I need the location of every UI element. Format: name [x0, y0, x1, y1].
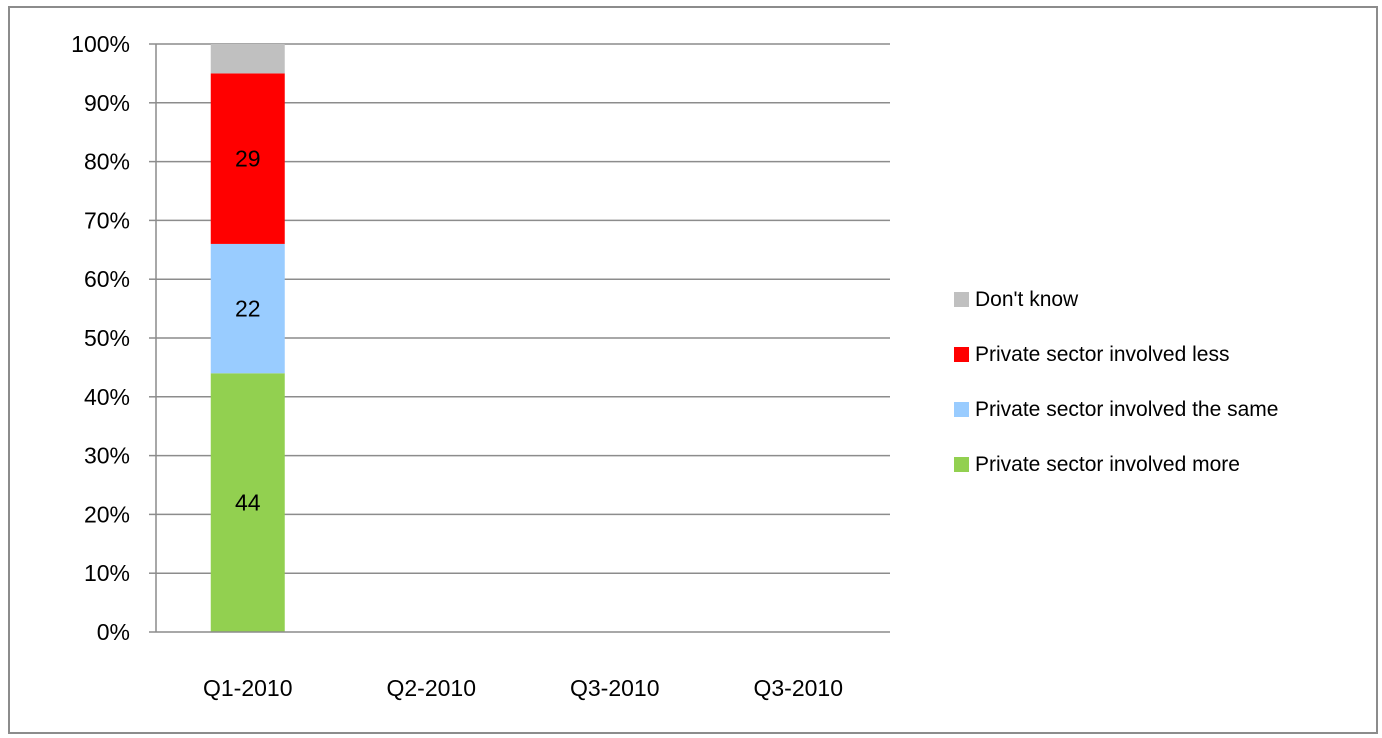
- bars: [210, 44, 285, 632]
- legend-item: Private sector involved the same: [954, 395, 1382, 424]
- x-tick-label: Q3-2010: [753, 675, 843, 701]
- data-label: 22: [235, 296, 261, 322]
- y-tick-label: 80%: [84, 149, 130, 175]
- legend-item: Don't know: [954, 285, 1382, 314]
- y-tick-label: 60%: [84, 266, 130, 292]
- x-tick-label: Q3-2010: [570, 675, 660, 701]
- bar-segment: [210, 73, 285, 244]
- legend-label: Private sector involved more: [975, 452, 1240, 476]
- bar-segment: [210, 373, 285, 632]
- legend-swatch: [954, 347, 969, 362]
- legend-item: Private sector involved less: [954, 340, 1382, 369]
- legend: Don't know Private sector involved less Pr…: [954, 285, 1382, 505]
- bar-segment: [210, 44, 285, 74]
- legend-label: Don't know: [975, 287, 1079, 311]
- chart-svg: 0% 10% 20% 30% 40% 50% 60% 70% 80% 90% 100% Q1-2010…: [71, 31, 890, 701]
- y-tick-label: 10%: [84, 560, 130, 586]
- labels: 0% 10% 20% 30% 40% 50% 60% 70% 80% 90% 100% Q1-2010…: [71, 31, 843, 701]
- y-tick-label: 20%: [84, 501, 130, 527]
- legend-swatch: [954, 402, 969, 417]
- chart-frame: 0% 10% 20% 30% 40% 50% 60% 70% 80% 90% 100% Q1-2010…: [8, 6, 1378, 734]
- y-tick-label: 100%: [71, 31, 130, 57]
- legend-item: Private sector involved more: [954, 450, 1382, 479]
- legend-swatch: [954, 292, 969, 307]
- data-label: 44: [235, 490, 261, 516]
- x-tick-label: Q2-2010: [386, 675, 476, 701]
- y-tick-label: 70%: [84, 207, 130, 233]
- legend-label: Private sector involved less: [975, 342, 1230, 366]
- y-tick-label: 0%: [97, 619, 130, 645]
- bar-segment: [210, 243, 285, 374]
- y-tick-label: 40%: [84, 384, 130, 410]
- legend-label: Private sector involved the same: [975, 397, 1279, 421]
- y-tick-label: 50%: [84, 325, 130, 351]
- axes: [149, 43, 890, 633]
- data-label: 29: [235, 146, 261, 172]
- y-tick-label: 90%: [84, 90, 130, 116]
- legend-swatch: [954, 457, 969, 472]
- y-tick-label: 30%: [84, 443, 130, 469]
- x-tick-label: Q1-2010: [203, 675, 293, 701]
